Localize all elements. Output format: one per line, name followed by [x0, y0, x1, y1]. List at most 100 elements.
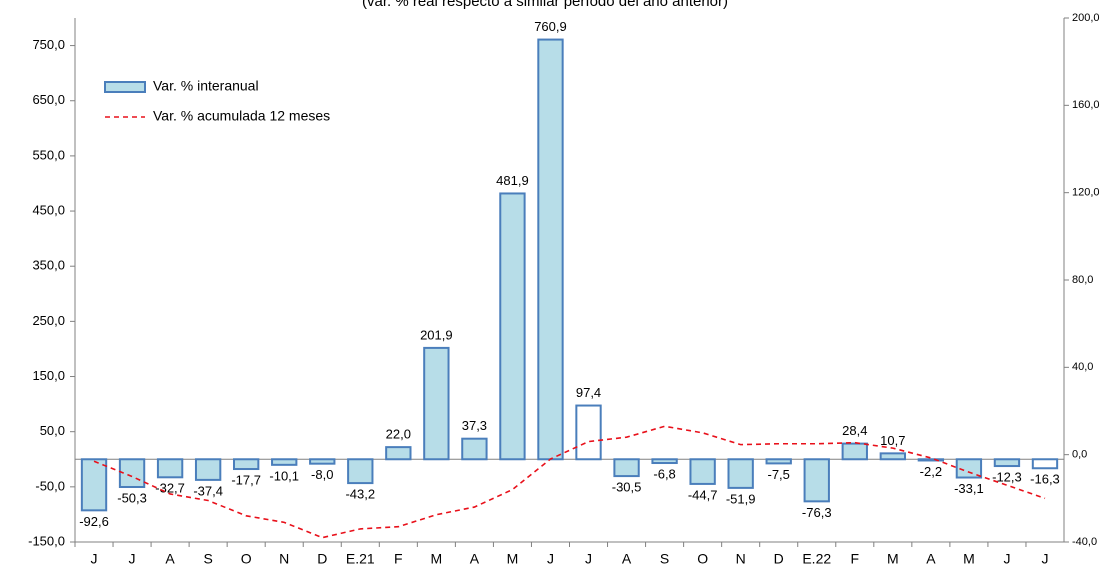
value-label: 28,4: [842, 423, 867, 438]
y-tick-label: 250,0: [32, 313, 65, 328]
x-tick-label: A: [622, 551, 632, 567]
y-tick-label: 550,0: [32, 147, 65, 162]
value-label: -6,8: [653, 466, 675, 481]
x-tick-label: J: [547, 551, 554, 567]
x-tick-label: M: [507, 551, 519, 567]
bar: [955, 458, 983, 479]
x-tick-label: S: [660, 551, 669, 567]
x-tick-label: S: [203, 551, 212, 567]
x-tick-label: A: [470, 551, 480, 567]
bar: [993, 458, 1021, 468]
bar: [613, 458, 640, 478]
x-tick-label: J: [1003, 551, 1010, 567]
y2-tick-label: 80,0: [1072, 274, 1093, 286]
value-label: -10,1: [269, 468, 299, 483]
y-tick-label: 150,0: [32, 368, 65, 383]
x-tick-label: A: [926, 551, 936, 567]
line: [93, 425, 1046, 539]
bar: [879, 452, 906, 461]
value-label: -92,6: [79, 514, 109, 529]
value-label: -37,4: [193, 483, 223, 498]
bar: [499, 192, 526, 461]
x-tick-label: J: [1041, 551, 1048, 567]
value-label: 97,4: [576, 385, 601, 400]
y2-tick-label: 120,0: [1072, 187, 1100, 199]
x-tick-label: F: [851, 551, 860, 567]
y-tick-label: 350,0: [32, 258, 65, 273]
x-tick-label: O: [697, 551, 708, 567]
bar: [803, 458, 830, 503]
y-tick-label: -150,0: [28, 533, 65, 548]
legend-label: Var. % interanual: [153, 78, 259, 94]
bar: [689, 458, 716, 485]
y2-tick-label: 0,0: [1072, 449, 1087, 461]
value-label: -17,7: [231, 472, 261, 487]
bar: [271, 458, 298, 466]
legend-swatch: [104, 81, 146, 93]
value-label: 481,9: [496, 173, 529, 188]
bar: [575, 404, 602, 461]
value-label: 760,9: [534, 19, 567, 34]
value-label: -50,3: [117, 490, 147, 505]
value-label: -7,5: [768, 467, 790, 482]
x-tick-label: O: [241, 551, 252, 567]
bar: [80, 458, 108, 512]
bar: [917, 458, 945, 462]
bar: [423, 346, 450, 461]
value-label: 10,7: [880, 433, 905, 448]
y2-tick-label: 200,0: [1072, 12, 1100, 24]
value-label: -51,9: [726, 491, 756, 506]
bar: [727, 458, 754, 489]
bar: [309, 458, 336, 465]
y-tick-label: 450,0: [32, 202, 65, 217]
value-label: -12,3: [992, 469, 1022, 484]
bar: [537, 38, 564, 461]
value-label: -8,0: [311, 467, 333, 482]
bar: [233, 458, 260, 471]
bar: [461, 437, 488, 461]
legend-label: Var. % acumulada 12 meses: [153, 108, 330, 124]
x-tick-label: E.21: [346, 551, 375, 567]
chart-title: (var. % real respecto a similar período …: [362, 0, 728, 10]
value-label: 22,0: [386, 427, 411, 442]
value-label: -43,2: [345, 487, 375, 502]
y-tick-label: 50,0: [40, 423, 65, 438]
x-tick-label: J: [585, 551, 592, 567]
y2-tick-label: -40,0: [1072, 536, 1097, 548]
bar: [765, 458, 792, 465]
bar: [1031, 458, 1059, 470]
x-tick-label: M: [431, 551, 443, 567]
bar: [385, 446, 412, 461]
value-label: -44,7: [688, 487, 718, 502]
value-label: 201,9: [420, 327, 453, 342]
value-label: 37,3: [462, 418, 487, 433]
y-tick-label: 650,0: [32, 92, 65, 107]
x-tick-label: F: [394, 551, 403, 567]
y-tick-label: 750,0: [32, 37, 65, 52]
x-tick-label: E.22: [802, 551, 831, 567]
x-tick-label: N: [736, 551, 746, 567]
bar: [347, 458, 374, 485]
bar: [651, 458, 678, 465]
value-label: -76,3: [802, 505, 832, 520]
bar: [156, 458, 184, 479]
value-label: -2,2: [920, 464, 942, 479]
y-tick-label: -50,0: [35, 478, 65, 493]
y2-tick-label: 160,0: [1072, 99, 1100, 111]
bar: [194, 458, 222, 481]
bar: [118, 458, 146, 489]
value-label: -30,5: [612, 480, 642, 495]
y2-tick-label: 40,0: [1072, 361, 1093, 373]
value-label: -33,1: [954, 481, 984, 496]
x-tick-label: D: [317, 551, 327, 567]
x-tick-label: D: [774, 551, 784, 567]
x-tick-label: M: [963, 551, 975, 567]
value-label: -32,7: [155, 481, 185, 496]
bar: [841, 442, 868, 461]
x-tick-label: M: [887, 551, 899, 567]
x-tick-label: N: [279, 551, 289, 567]
value-label: -16,3: [1030, 472, 1060, 487]
x-tick-label: A: [165, 551, 175, 567]
x-tick-label: J: [129, 551, 136, 567]
